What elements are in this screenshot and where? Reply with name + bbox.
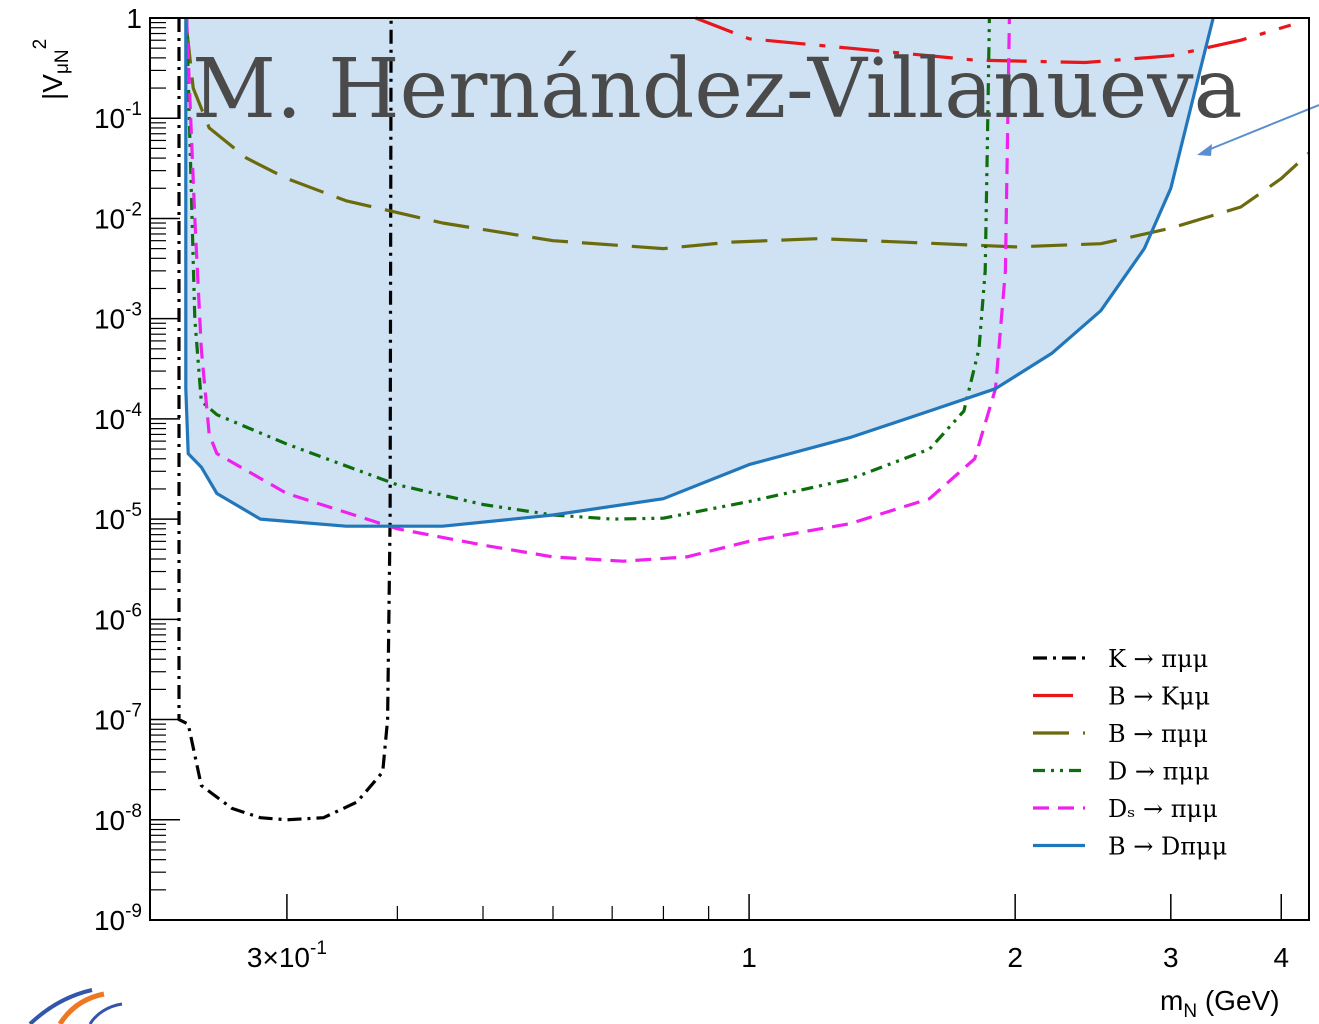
logo-icon xyxy=(28,988,123,1024)
legend-label-3: D → πμμ xyxy=(1108,758,1210,786)
watermark-layer: M. Hernández-Villanueva xyxy=(192,42,1243,137)
x-tick-label: 1 xyxy=(741,942,757,973)
legend-label-1: B → Kμμ xyxy=(1108,683,1210,711)
x-tick-label: 2 xyxy=(1007,942,1023,973)
series-line-4 xyxy=(185,17,1011,563)
series-line-1 xyxy=(695,16,1292,65)
x-tick-label: 3×10-1 xyxy=(247,938,327,973)
y-axis-title: |VμN2 xyxy=(30,39,73,100)
x-tick-label: 3 xyxy=(1163,942,1179,973)
legend-label-4: Dₛ → πμμ xyxy=(1108,795,1218,823)
legend-label-5: B → Dπμμ xyxy=(1108,833,1227,861)
series-line-2 xyxy=(185,27,1311,251)
series-layer xyxy=(177,16,1311,822)
y-tick-label: 10-2 xyxy=(94,199,142,234)
y-tick-label: 10-8 xyxy=(94,801,142,836)
legend: K → πμμ B → Kμμ B → πμμ D → πμμ Dₛ → πμμ B → … xyxy=(1033,645,1227,861)
annotation-arrow xyxy=(1202,104,1319,153)
y-tick-label: 10-4 xyxy=(94,400,142,435)
legend-label-0: K → πμμ xyxy=(1108,645,1208,673)
y-tick-label: 10-7 xyxy=(94,701,142,736)
y-tick-label: 10-5 xyxy=(94,500,142,535)
annotation-arrow-head xyxy=(1197,144,1212,156)
excluded-region xyxy=(185,18,1214,527)
x-tick-label: 4 xyxy=(1273,942,1289,973)
plot-frame xyxy=(149,17,1310,921)
x-axis-title: mN (GeV) xyxy=(1160,985,1280,1022)
series-line-3 xyxy=(185,17,991,521)
series-line-5 xyxy=(184,17,1215,528)
series-line-0 xyxy=(177,17,393,822)
author-watermark: M. Hernández-Villanueva xyxy=(192,42,1243,137)
y-tick-label: 10-1 xyxy=(94,99,142,134)
tick-labels-layer: 1 10-1 10-2 10-3 10-4 10-5 10-6 10-7 10-8 10-9 3×1… xyxy=(94,3,1289,973)
axes-layer xyxy=(149,17,1310,921)
y-tick-label: 1 xyxy=(126,3,142,34)
legend-label-2: B → πμμ xyxy=(1108,720,1208,748)
y-tick-label: 10-3 xyxy=(94,300,142,335)
excluded-region-layer xyxy=(185,18,1214,527)
y-tick-label: 10-6 xyxy=(94,600,142,635)
y-tick-label: 10-9 xyxy=(94,901,142,936)
